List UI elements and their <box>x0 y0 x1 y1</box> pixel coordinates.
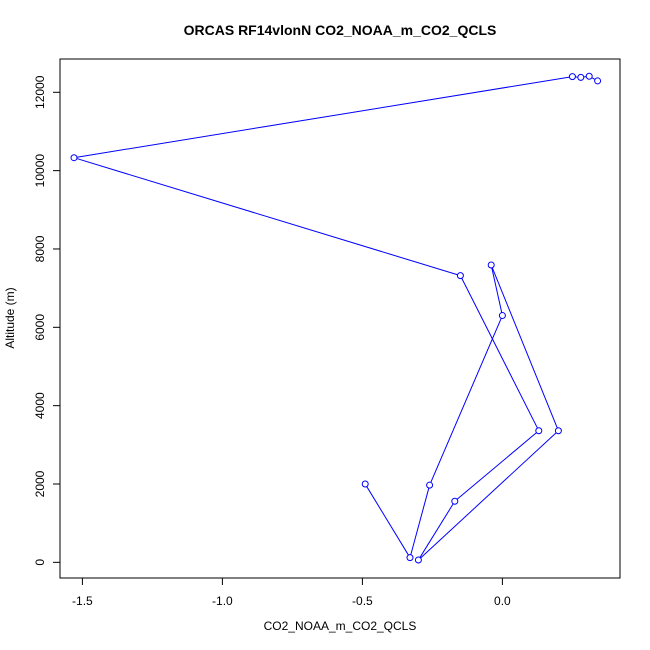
data-point <box>414 556 422 564</box>
series-segment <box>461 278 538 429</box>
series-segment <box>366 486 409 556</box>
data-point <box>535 427 543 435</box>
y-tick-label: 4000 <box>33 392 47 419</box>
x-tick-label: -0.5 <box>352 594 373 608</box>
x-tick-label: -1.5 <box>72 594 93 608</box>
data-point <box>456 272 464 280</box>
y-tick-label: 6000 <box>33 314 47 341</box>
series-segment <box>591 77 596 80</box>
data-point <box>577 73 585 81</box>
y-tick-label: 8000 <box>33 235 47 262</box>
y-tick-label: 2000 <box>33 470 47 497</box>
series-segment <box>430 318 502 483</box>
data-point <box>70 154 78 162</box>
series-segment <box>76 76 570 158</box>
series-segment <box>410 487 430 555</box>
series-segment <box>456 432 537 500</box>
y-axis: 0 2000 4000 6000 8000 10000 12000 <box>33 75 61 566</box>
series-segment <box>419 503 454 558</box>
data-point <box>585 72 593 80</box>
data-point <box>451 497 459 505</box>
data-point <box>406 554 414 562</box>
data-point <box>487 261 495 269</box>
data-point <box>568 73 576 81</box>
y-tick-label: 12000 <box>33 75 47 109</box>
y-tick-label: 10000 <box>33 154 47 188</box>
y-axis-label: Altitude (m) <box>3 287 17 348</box>
y-tick-label: 0 <box>33 559 47 566</box>
data-point <box>498 312 506 320</box>
x-tick-label: -1.0 <box>212 594 233 608</box>
data-point <box>426 481 434 489</box>
series-layer <box>70 72 602 564</box>
plot-area <box>59 58 621 579</box>
series-segment <box>491 267 503 313</box>
data-point <box>554 427 562 435</box>
series-segment <box>491 267 558 429</box>
x-tick-label: 0.0 <box>494 594 511 608</box>
series-segment <box>76 158 458 276</box>
data-point <box>361 480 369 488</box>
x-axis-label: CO2_NOAA_m_CO2_QCLS <box>264 619 417 633</box>
data-point <box>594 77 602 85</box>
x-axis: -1.5 -1.0 -0.5 0.0 <box>72 577 511 608</box>
chart-title: ORCAS RF14vlonN CO2_NOAA_m_CO2_QCLS <box>184 22 497 38</box>
series-segment <box>420 432 557 559</box>
